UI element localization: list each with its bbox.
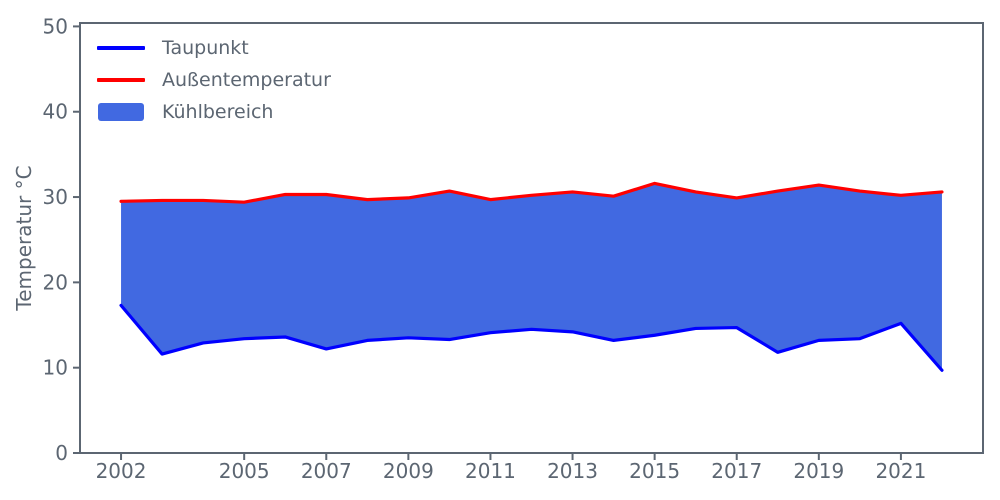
- kuehlbereich-patch-swatch: [98, 103, 144, 121]
- legend-label-kuehlbereich: Kühlbereich: [162, 101, 274, 123]
- x-tick-label: 2017: [711, 459, 762, 483]
- legend-item-kuehlbereich: Kühlbereich: [97, 96, 331, 128]
- y-tick-label: 50: [43, 14, 68, 38]
- legend-label-taupunkt: Taupunkt: [162, 37, 249, 59]
- taupunkt-swatch-box: [97, 46, 145, 50]
- legend-item-taupunkt: Taupunkt: [97, 32, 331, 64]
- axes-spines: [79, 22, 984, 454]
- x-tick-label: 2011: [465, 459, 516, 483]
- kuehlbereich-swatch-box: [97, 103, 145, 121]
- y-tick-label: 10: [43, 356, 68, 380]
- y-tick-label: 40: [43, 100, 68, 124]
- taupunkt-line-swatch: [97, 46, 145, 50]
- legend: Taupunkt Außentemperatur Kühlbereich: [97, 32, 331, 128]
- x-tick-label: 2015: [629, 459, 680, 483]
- cooling-area-fill: [121, 183, 942, 371]
- aussentemperatur-line: [119, 181, 944, 204]
- x-tick-label: 2009: [383, 459, 434, 483]
- aussentemperatur-line-swatch: [97, 78, 145, 82]
- x-tick-label: 2021: [875, 459, 926, 483]
- legend-label-aussentemperatur: Außentemperatur: [162, 69, 331, 91]
- taupunkt-line: [119, 303, 944, 372]
- legend-item-aussentemperatur: Außentemperatur: [97, 64, 331, 96]
- y-tick-label: 20: [43, 270, 68, 294]
- x-tick-label: 2007: [301, 459, 352, 483]
- y-tick-label: 0: [55, 441, 68, 465]
- x-tick-label: 2019: [793, 459, 844, 483]
- y-tick-label: 30: [43, 185, 68, 209]
- x-tick-label: 2013: [547, 459, 598, 483]
- y-axis-label: Temperatur °C: [12, 165, 36, 311]
- x-tick-label: 2002: [96, 459, 147, 483]
- aussentemperatur-swatch-box: [97, 78, 145, 82]
- x-tick-label: 2005: [219, 459, 270, 483]
